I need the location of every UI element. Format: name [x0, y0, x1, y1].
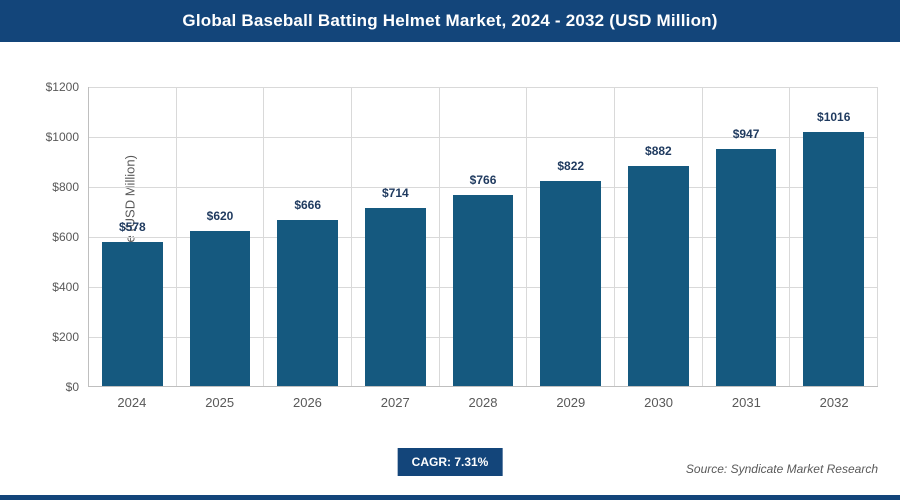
bar-2030 — [628, 165, 689, 386]
bar-chart: Market Size (USD Million) $0 $200 $400 $600… — [0, 62, 900, 432]
y-tick-label: $400 — [52, 280, 79, 294]
bar-column-2030: $882 — [615, 87, 703, 386]
gridline-1000 — [89, 137, 878, 138]
bar-column-2027: $714 — [352, 87, 440, 386]
y-tick-label: $600 — [52, 230, 79, 244]
bar-value-label: $714 — [382, 185, 409, 200]
bar-2027 — [365, 207, 426, 386]
x-tick-label-2026: 2026 — [292, 395, 322, 410]
bar-2024 — [102, 241, 163, 386]
bar-2032 — [803, 132, 865, 386]
bottom-accent-strip — [0, 495, 900, 500]
bar-value-label: $666 — [294, 197, 322, 212]
y-tick-label: $1000 — [45, 130, 79, 144]
bar-value-label: $822 — [557, 158, 585, 173]
bar-value-label: $947 — [732, 127, 760, 142]
bar-column-2026: $666 — [264, 87, 353, 386]
x-tick-label-2027: 2027 — [380, 395, 410, 410]
y-tick-label: $0 — [65, 380, 79, 394]
plot-area: $0 $200 $400 $600 $800 $1000 $1200 $578 $620 $666… — [46, 80, 879, 394]
gridline-1200 — [89, 87, 878, 88]
x-tick-label-2032: 2032 — [819, 395, 849, 410]
bar-2031 — [715, 149, 777, 386]
title-bar: Global Baseball Batting Helmet Market, 2… — [0, 0, 900, 42]
page-title: Global Baseball Batting Helmet Market, 2… — [182, 11, 718, 30]
bar-columns: $578 $620 $666 $714 $766 $822 $882 $947 $1016 — [89, 87, 879, 386]
y-tick-label: $200 — [52, 330, 79, 344]
bar-value-label: $882 — [645, 143, 672, 158]
bar-value-label: $578 — [118, 219, 146, 234]
bar-2026 — [277, 219, 338, 386]
bar-2025 — [189, 231, 251, 386]
x-tick-label-2025: 2025 — [205, 395, 235, 410]
x-tick-label-2030: 2030 — [644, 395, 674, 410]
x-tick-label-2024: 2024 — [117, 395, 147, 410]
plot-wrap: Market Size (USD Million) $0 $200 $400 $600… — [46, 80, 879, 410]
bar-value-label: $1016 — [817, 110, 851, 124]
y-tick-label: $1200 — [45, 80, 79, 94]
bar-2028 — [452, 194, 514, 386]
x-tick-label-2029: 2029 — [556, 395, 586, 410]
bar-2029 — [540, 180, 602, 386]
bar-column-2028: $766 — [440, 87, 528, 386]
x-tick-label-2028: 2028 — [468, 395, 498, 410]
bar-value-label: $766 — [469, 172, 497, 187]
footer-row: CAGR: 7.31% Source: Syndicate Market Res… — [0, 448, 900, 480]
source-credit: Source: Syndicate Market Research — [685, 462, 878, 476]
x-tick-label-2031: 2031 — [731, 395, 761, 410]
bar-column-2031: $947 — [703, 87, 791, 386]
x-axis-labels: 2024 2025 2026 2027 2028 2029 2030 2031 2032 — [88, 395, 878, 410]
cagr-badge: CAGR: 7.31% — [397, 448, 503, 476]
gridline-800 — [89, 187, 878, 188]
bar-column-2024: $578 — [89, 87, 177, 386]
bar-column-2032: $1016 — [790, 87, 879, 386]
y-tick-label: $800 — [52, 180, 79, 194]
bar-value-label: $620 — [206, 209, 234, 223]
bar-column-2029: $822 — [527, 87, 616, 386]
bar-column-2025: $620 — [177, 87, 265, 386]
